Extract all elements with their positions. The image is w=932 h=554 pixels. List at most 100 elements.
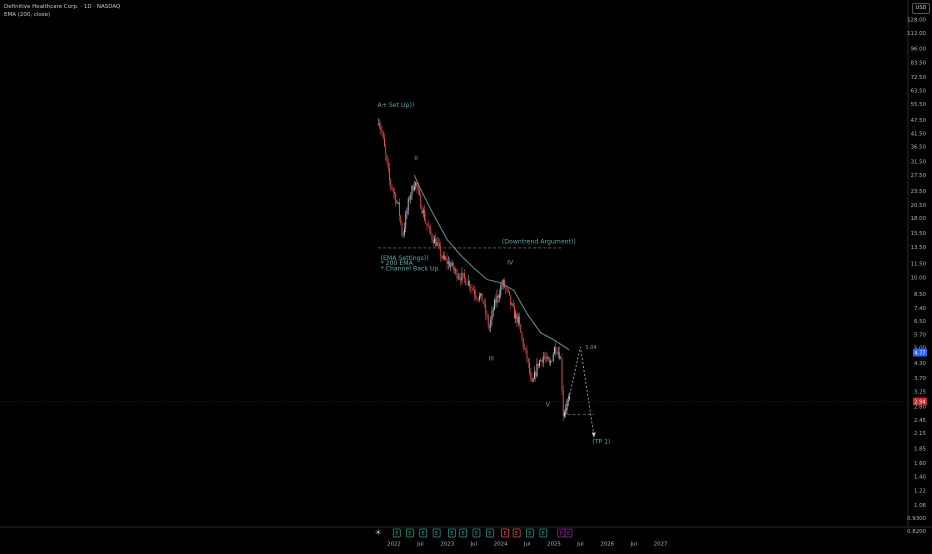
y-tick-label: 83.50 xyxy=(911,61,927,67)
earnings-marker: E xyxy=(539,528,548,538)
candle-body xyxy=(569,396,570,400)
candle-body xyxy=(549,360,550,364)
candle-body xyxy=(517,316,519,323)
candle-body xyxy=(476,297,478,299)
candle-body xyxy=(397,202,399,203)
earnings-marker-box xyxy=(512,528,521,538)
candle-body xyxy=(541,359,543,363)
candle-body xyxy=(519,316,520,325)
candle-body xyxy=(466,284,468,286)
candle-body xyxy=(531,377,533,382)
y-tick-label: 112.00 xyxy=(907,31,926,37)
candle-body xyxy=(509,291,510,296)
candle-body xyxy=(506,288,508,290)
earnings-marker: E xyxy=(419,528,428,538)
candle-body xyxy=(529,362,530,374)
candle-body xyxy=(411,185,413,195)
candle-body xyxy=(430,227,432,234)
wave-label: I xyxy=(401,231,403,238)
candle-body xyxy=(527,358,529,363)
candle-body xyxy=(419,189,420,195)
y-tick-label: 18.00 xyxy=(911,216,927,222)
candle-body xyxy=(535,372,537,377)
candle-body xyxy=(436,242,438,247)
candle-body xyxy=(404,228,405,235)
candle-body xyxy=(420,194,422,209)
candle-body xyxy=(449,261,450,267)
wave-label: (EMA Settings)) xyxy=(381,255,429,262)
earnings-marker-box xyxy=(486,528,494,538)
y-tick-label: 96.00 xyxy=(911,47,927,53)
candle-body xyxy=(539,360,540,367)
x-tick-label: Jul xyxy=(469,542,477,548)
earnings-marker-glyph: E xyxy=(542,531,545,537)
earnings-marker: E xyxy=(459,528,468,538)
candle-body xyxy=(555,347,557,352)
candle-body xyxy=(564,412,565,417)
earnings-marker-box xyxy=(539,528,548,538)
y-tick-label: 20.50 xyxy=(911,203,927,209)
candle-body xyxy=(425,219,427,224)
candle-body xyxy=(546,356,548,359)
candle-body xyxy=(435,238,437,247)
earnings-marker-box xyxy=(526,528,534,538)
candle-body xyxy=(460,277,462,281)
earnings-marker-glyph: E xyxy=(395,531,398,537)
earnings-marker: E xyxy=(472,528,481,538)
earnings-marker-box xyxy=(501,528,509,538)
candle-body xyxy=(469,280,470,287)
wave-label: * 200 EMA xyxy=(381,260,414,267)
candle-body xyxy=(446,258,448,264)
earnings-marker: E xyxy=(526,528,534,538)
candle-body xyxy=(410,194,412,200)
currency-button[interactable]: USD xyxy=(912,3,930,14)
candle-body xyxy=(512,303,514,308)
candle-body xyxy=(381,129,383,133)
candle-body xyxy=(467,280,469,285)
earnings-marker-box xyxy=(447,528,456,538)
candle-body xyxy=(417,187,419,190)
candle-body xyxy=(540,359,542,361)
candle-body xyxy=(407,198,409,211)
earnings-marker: ☀ xyxy=(375,528,382,537)
candle-body xyxy=(496,295,498,303)
y-tick-label: 8.50 xyxy=(914,292,927,298)
candle-body xyxy=(525,348,527,350)
y-tick-label: 47.50 xyxy=(911,118,927,124)
candle-body xyxy=(399,202,400,216)
candle-body xyxy=(389,168,390,181)
candle-body xyxy=(559,352,560,359)
candle-body xyxy=(524,347,525,349)
y-tick-label: 31.50 xyxy=(911,159,927,165)
y-tick-label: 27.50 xyxy=(911,173,927,179)
candle-body xyxy=(481,293,483,302)
earnings-marker: E xyxy=(486,528,494,538)
earnings-marker-glyph: ☀ xyxy=(375,528,382,537)
candle-body xyxy=(414,186,415,191)
candle-body xyxy=(437,242,439,244)
earnings-marker: E xyxy=(557,528,566,538)
wave-label: II xyxy=(414,155,418,162)
candle-body xyxy=(401,222,403,235)
earnings-marker: E xyxy=(432,528,441,538)
y-tick-label: 1.85 xyxy=(914,446,926,452)
candle-body xyxy=(516,313,518,323)
candle-body xyxy=(405,214,407,229)
y-tick-label: 2.80 xyxy=(914,404,927,410)
earnings-marker: E xyxy=(564,528,573,538)
candle-body xyxy=(406,210,408,215)
earnings-marker-box xyxy=(432,528,441,538)
candle-body xyxy=(439,243,440,247)
wave-label: A+ Set Up)) xyxy=(378,102,415,109)
x-tick-label: Jul xyxy=(416,542,424,548)
earnings-marker-glyph: E xyxy=(488,531,491,537)
candle-body xyxy=(454,269,455,271)
candle-body xyxy=(450,265,452,267)
candle-body xyxy=(514,307,515,319)
candle-body xyxy=(392,189,394,192)
candle-body xyxy=(391,185,393,190)
candle-body xyxy=(432,239,434,244)
y-tick-label: 4.30 xyxy=(914,361,927,367)
